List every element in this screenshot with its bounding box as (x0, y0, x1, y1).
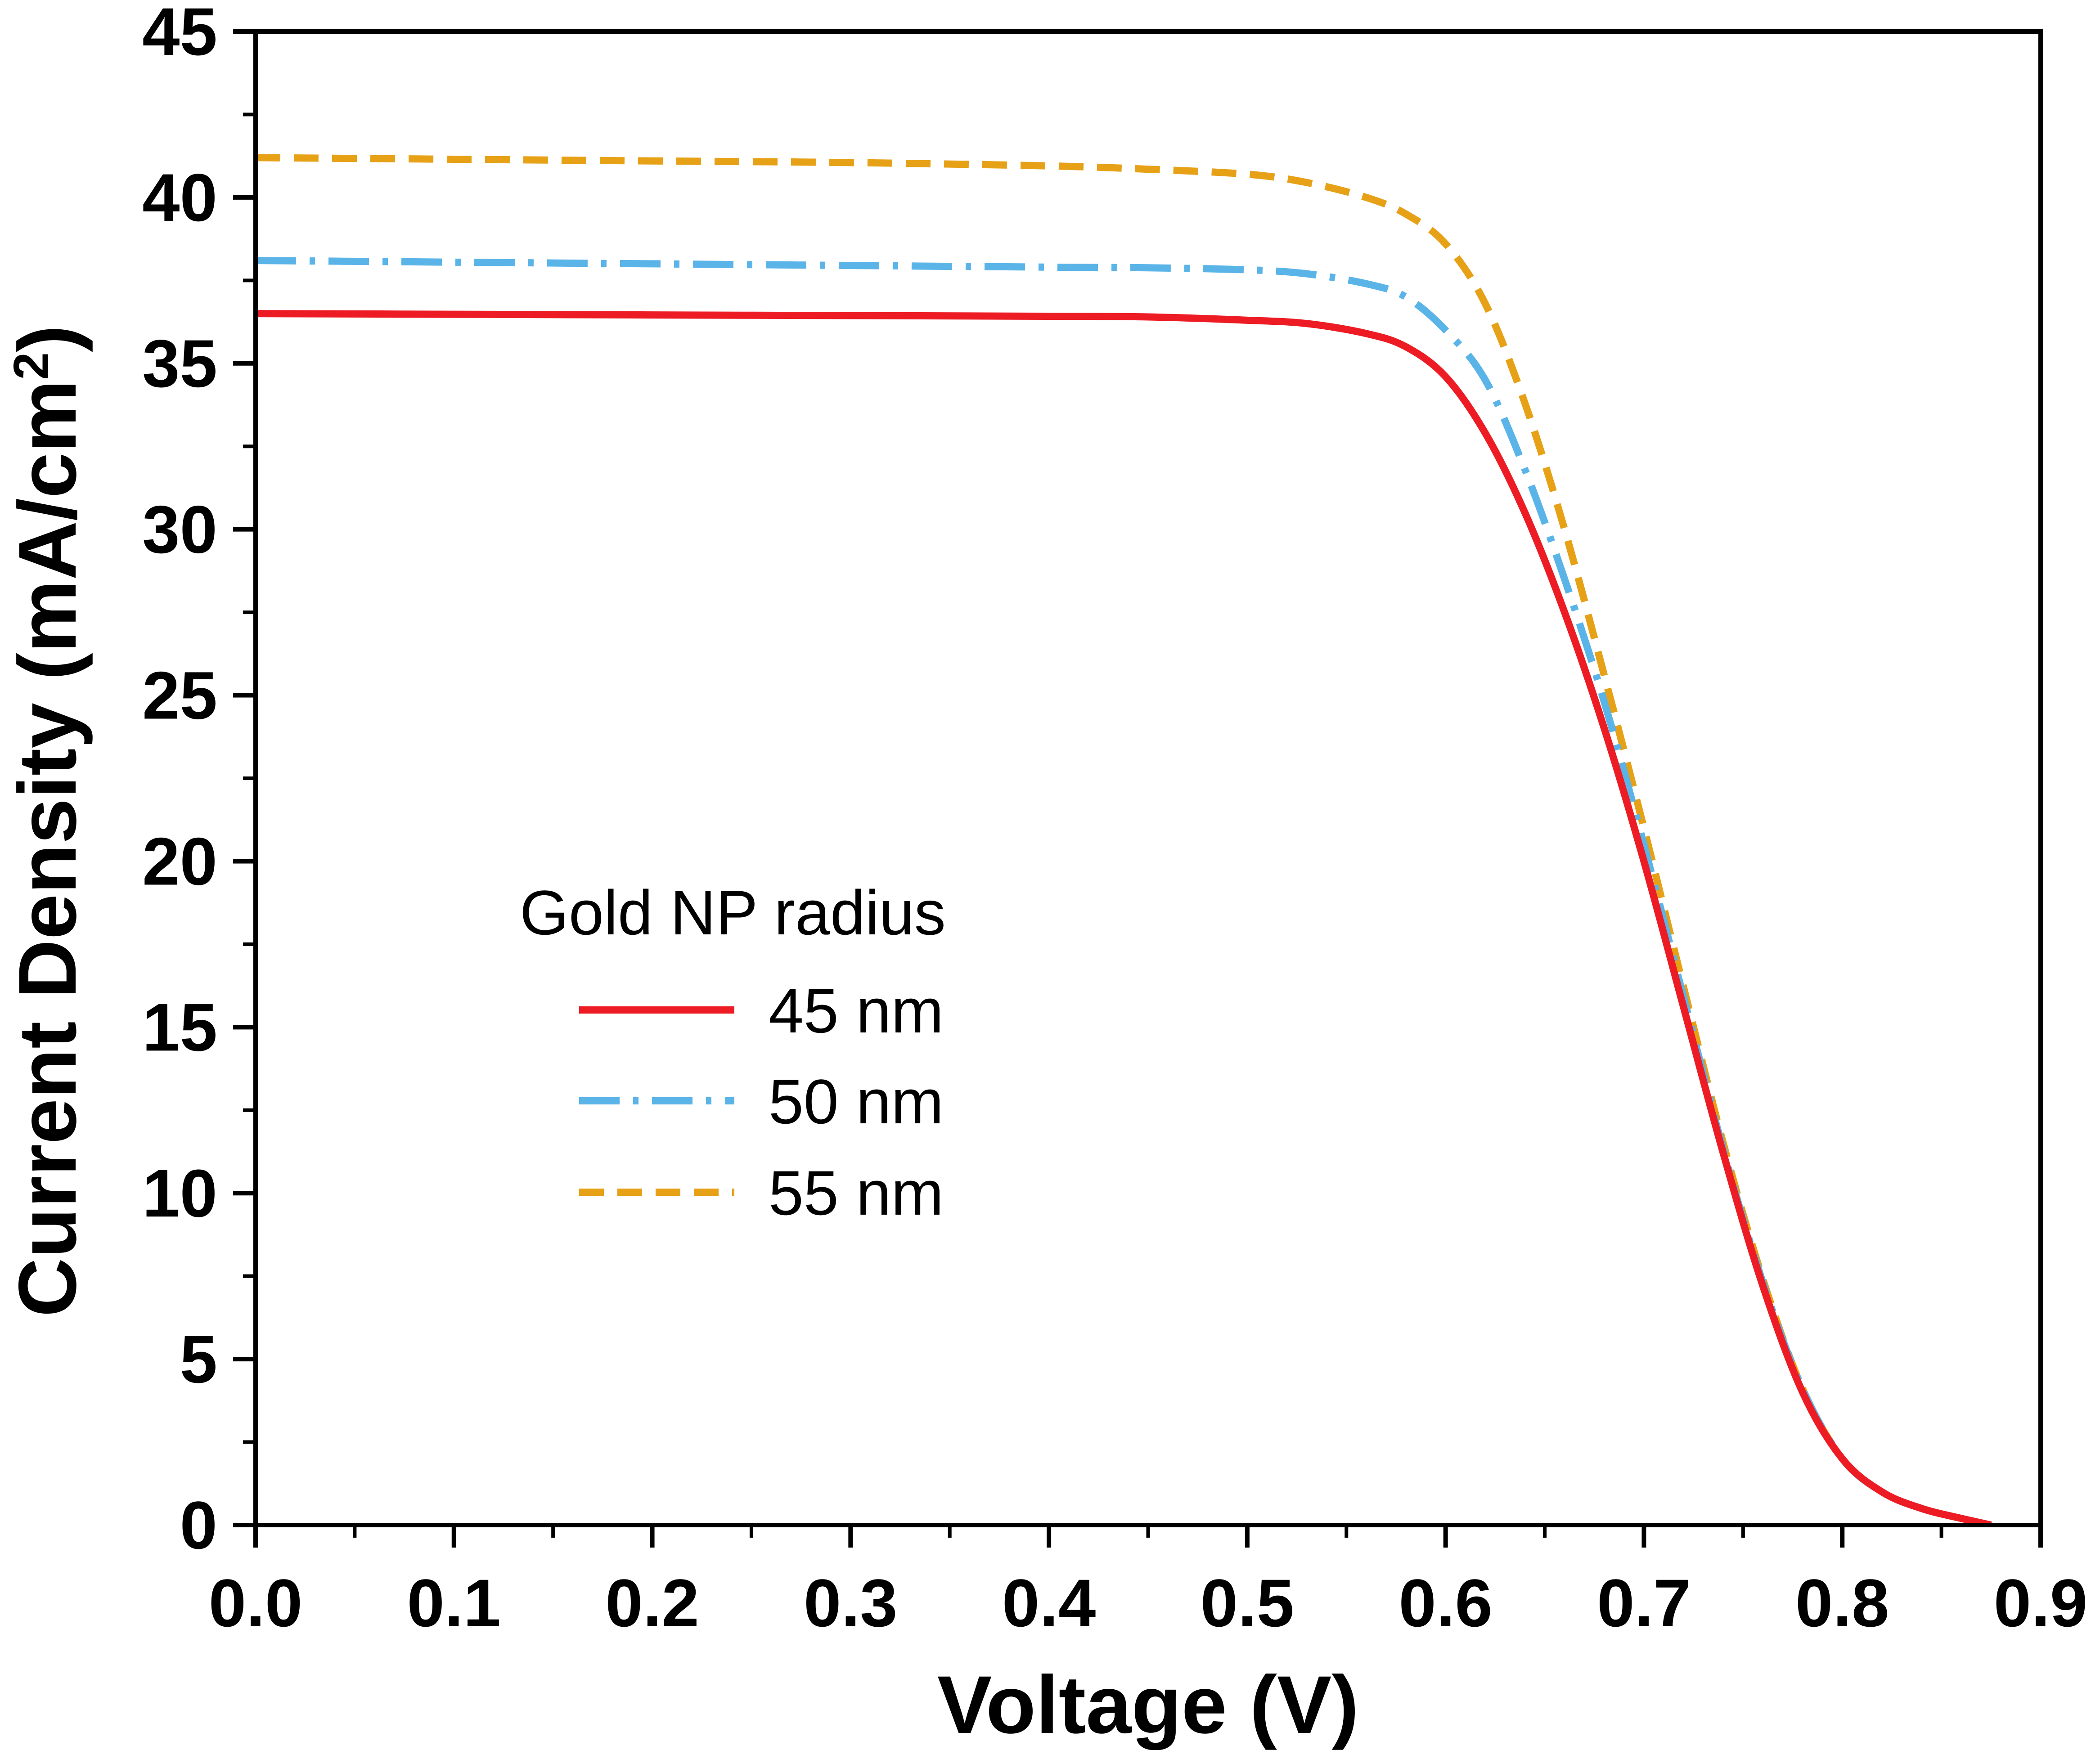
legend-title: Gold NP radius (520, 877, 946, 948)
x-tick-label: 0.0 (209, 1565, 303, 1641)
series-layer (256, 154, 1992, 1525)
x-axis-title: Voltage (V) (937, 1659, 1359, 1750)
y-axis-title: Current Density (mA/cm2) (1, 325, 93, 1317)
x-tick-label: 0.8 (1795, 1565, 1889, 1641)
y-tick-label: 10 (142, 1155, 217, 1231)
tick-labels-layer: 0.0 0.1 0.2 0.3 0.4 0.5 0.6 0.7 0.8 0.9 0 5 10 15 20 25… (142, 0, 2087, 1641)
legend-label-45-nm: 45 nm (769, 975, 944, 1046)
y-tick-label: 40 (142, 160, 217, 235)
legend-label-50-nm: 50 nm (769, 1066, 944, 1137)
series-line-45-nm (256, 310, 1992, 1525)
y-axis-title-superscript: 2 (4, 352, 59, 380)
x-tick-label: 0.5 (1201, 1565, 1295, 1641)
y-tick-label: 35 (142, 326, 217, 401)
y-tick-label: 25 (142, 658, 217, 733)
legend: Gold NP radius 45 nm 50 nm 55 nm (520, 877, 946, 1228)
y-tick-label: 15 (142, 989, 217, 1065)
x-tick-label: 0.9 (1994, 1565, 2088, 1641)
series-line-55-nm (256, 154, 1992, 1525)
y-tick-label: 30 (142, 492, 217, 567)
x-tick-label: 0.3 (804, 1565, 898, 1641)
y-tick-label: 45 (142, 0, 217, 69)
y-tick-label: 0 (180, 1487, 217, 1563)
y-tick-label: 20 (142, 823, 217, 899)
x-tick-label: 0.2 (605, 1565, 699, 1641)
x-tick-label: 0.6 (1399, 1565, 1493, 1641)
y-tick-label: 5 (180, 1321, 217, 1397)
x-tick-label: 0.7 (1597, 1565, 1691, 1641)
legend-label-55-nm: 55 nm (769, 1158, 944, 1228)
x-tick-label: 0.4 (1002, 1565, 1096, 1641)
y-axis-title-close: ) (1, 325, 93, 352)
legend-entries: 45 nm 50 nm 55 nm (579, 975, 944, 1228)
ticks-layer (233, 29, 2043, 1548)
series-line-50-nm (256, 257, 1992, 1525)
x-tick-label: 0.1 (407, 1565, 501, 1641)
y-axis-title-main: Current Density (mA/cm (1, 380, 93, 1317)
